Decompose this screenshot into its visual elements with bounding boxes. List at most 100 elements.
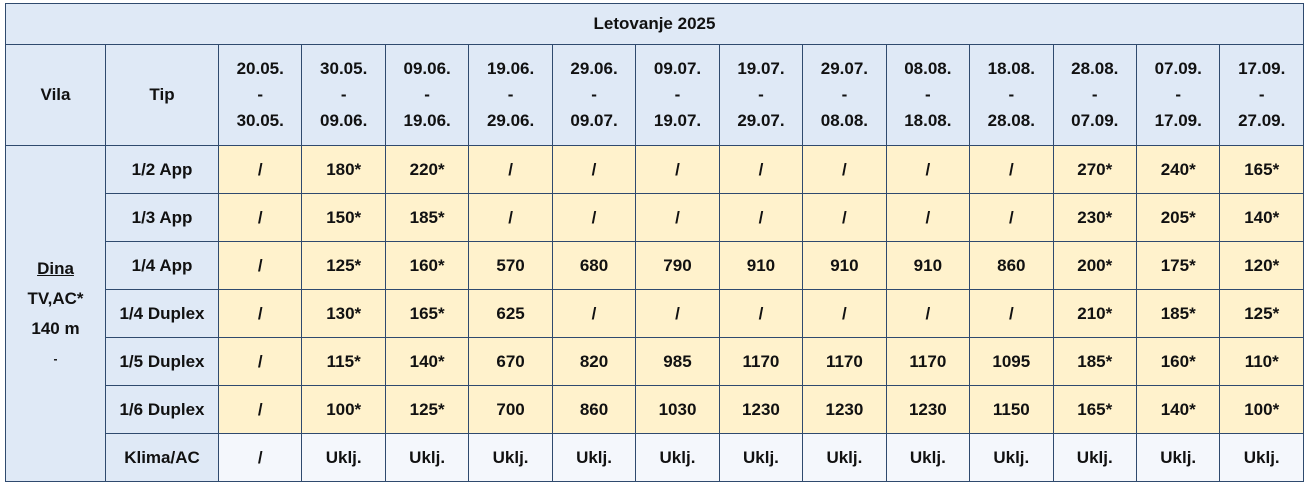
tip-cell: 1/6 Duplex <box>105 385 219 434</box>
period-header: 07.09. - 17.09. <box>1135 44 1221 146</box>
price-cell: 120* <box>1219 241 1304 290</box>
period-line: 09.06. <box>403 59 451 78</box>
price-cell: 160* <box>384 241 470 290</box>
price-cell: Uklj. <box>1219 433 1304 482</box>
price-cell: / <box>718 193 804 242</box>
price-cell: / <box>217 193 303 242</box>
period-header: 19.06. - 29.06. <box>468 44 553 146</box>
price-cell: / <box>802 193 887 242</box>
price-cell: 270* <box>1052 145 1137 194</box>
period-header: 08.08. - 18.08. <box>885 44 971 146</box>
period-line: - <box>674 85 681 104</box>
price-cell: 910 <box>802 241 887 290</box>
period-line: - <box>758 85 764 104</box>
price-cell: 985 <box>635 337 720 386</box>
price-cell: 670 <box>468 337 553 386</box>
price-cell: / <box>217 337 303 386</box>
price-cell: / <box>551 289 637 338</box>
price-cell: 1150 <box>969 385 1054 434</box>
price-cell: 200* <box>1052 241 1137 290</box>
period-line: - <box>841 85 848 104</box>
price-cell: 150* <box>301 193 386 242</box>
price-cell: / <box>551 145 637 194</box>
price-cell: Uklj. <box>1135 433 1221 482</box>
period-line: 08.08. <box>904 59 952 78</box>
period-line: 18.08. <box>987 59 1035 78</box>
period-line: 18.08. <box>904 111 952 130</box>
header-cell: Vila <box>5 44 106 146</box>
price-cell: / <box>885 145 971 194</box>
price-cell: 100* <box>301 385 386 434</box>
price-cell: 1030 <box>635 385 720 434</box>
price-cell: 1095 <box>969 337 1054 386</box>
period-header: 18.08. - 28.08. <box>969 44 1054 146</box>
data-row: 1/5 Duplex/115* 140* 670 820 985 1170 1170 1170… <box>6 337 1304 386</box>
price-cell: 130* <box>301 289 386 338</box>
tip-cell: 1/4 Duplex <box>105 289 219 338</box>
period-header: 29.07. - 08.08. <box>802 44 887 146</box>
price-cell: / <box>969 193 1054 242</box>
period-line: - <box>925 85 931 104</box>
period-header: 28.08. - 07.09. <box>1052 44 1137 146</box>
price-cell: 100* <box>1219 385 1304 434</box>
price-cell: Uklj. <box>885 433 971 482</box>
price-cell: 910 <box>718 241 804 290</box>
price-cell: 1230 <box>802 385 887 434</box>
price-cell: 175* <box>1135 241 1221 290</box>
vila-cell: Dina TV,AC* 140 m - <box>5 145 106 482</box>
data-row: 1/6 Duplex/100* 125* 700 860 1030 1230 1230 123… <box>6 385 1304 434</box>
period-line: 27.09. <box>1238 111 1286 130</box>
period-line: 19.06. <box>486 59 535 78</box>
period-line: 30.05. <box>320 59 368 78</box>
price-cell: / <box>718 289 804 338</box>
period-line: - <box>1008 85 1015 104</box>
tip-cell: 1/4 App <box>105 241 219 290</box>
price-cell: / <box>551 193 637 242</box>
tip-cell: 1/3 App <box>105 193 219 242</box>
period-line: 07.09. <box>1154 59 1202 78</box>
period-line: 17.09. <box>1154 111 1202 130</box>
price-cell: / <box>217 433 303 482</box>
price-cell: 185* <box>1135 289 1221 338</box>
price-cell: 220* <box>384 145 470 194</box>
period-line: - <box>340 85 347 104</box>
price-cell: 1170 <box>802 337 887 386</box>
price-cell: 160* <box>1135 337 1221 386</box>
price-cell: 570 <box>468 241 553 290</box>
price-cell: 125* <box>1219 289 1304 338</box>
price-cell: / <box>217 385 303 434</box>
price-cell: Uklj. <box>384 433 470 482</box>
price-cell: 230* <box>1052 193 1137 242</box>
price-cell: Uklj. <box>635 433 720 482</box>
price-cell: Uklj. <box>468 433 553 482</box>
header-row: Vila Tip 20.05. - 30.05. 30.05. - 09.06. 09.06. -… <box>5 44 1304 146</box>
data-row: Klima/AC / Uklj. Uklj. Uklj. Uklj. Uklj. Uklj. U… <box>6 433 1304 482</box>
vila-line: Dina <box>37 258 74 278</box>
price-cell: / <box>217 145 303 194</box>
price-cell: 180* <box>301 145 386 194</box>
period-line: 19.06. <box>403 111 451 130</box>
price-cell: 140* <box>1219 193 1304 242</box>
data-row: 1/3 App/150* 185* / / / / / //230* 205* 140* <box>6 193 1304 242</box>
tip-cell: 1/2 App <box>105 145 219 194</box>
period-line: 19.07. <box>737 59 785 78</box>
price-cell: 1230 <box>718 385 804 434</box>
price-cell: 860 <box>969 241 1054 290</box>
period-line: 17.09. <box>1238 59 1286 78</box>
data-row: Dina TV,AC* 140 m -1/2 App/180* 220* / / / / / //2… <box>5 145 1304 482</box>
title-row: Letovanje 2025 <box>5 3 1304 45</box>
period-line: 28.08. <box>1071 59 1119 78</box>
price-cell: / <box>802 145 887 194</box>
period-header: 29.06. - 09.07. <box>551 44 637 146</box>
vila-line: TV,AC* <box>27 288 84 308</box>
price-cell: / <box>635 145 720 194</box>
price-cell: 165* <box>1219 145 1304 194</box>
price-cell: 125* <box>384 385 470 434</box>
price-cell: / <box>802 289 887 338</box>
price-cell: 140* <box>1135 385 1221 434</box>
period-line: 09.07. <box>570 111 618 130</box>
price-cell: 165* <box>384 289 470 338</box>
period-header: 19.07. - 29.07. <box>718 44 804 146</box>
price-cell: / <box>217 241 303 290</box>
period-line: - <box>507 85 514 104</box>
